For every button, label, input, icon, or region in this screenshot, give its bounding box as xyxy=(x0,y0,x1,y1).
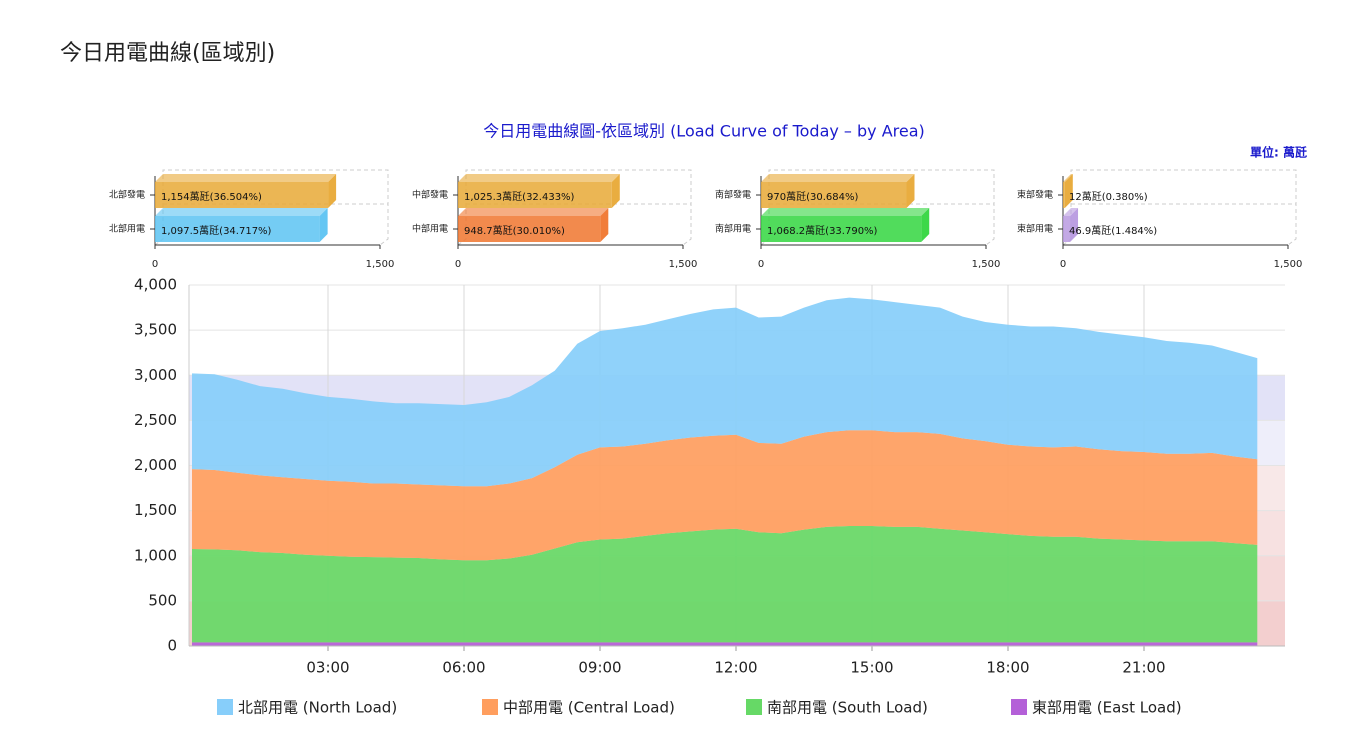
x-tick-label: 06:00 xyxy=(442,659,485,677)
y-tick-label: 南部發電 xyxy=(715,189,751,201)
y-tick-label: 南部用電 xyxy=(715,223,751,235)
bar-top xyxy=(458,174,620,182)
page-title: 今日用電曲線(區域別) xyxy=(60,41,275,66)
y-tick-label: 中部發電 xyxy=(412,189,448,201)
bar-value-label: 1,097.5萬瓩(34.717%) xyxy=(161,224,272,237)
area xyxy=(192,297,1258,487)
x-tick-label: 1,500 xyxy=(669,259,698,270)
bar-top xyxy=(155,174,337,182)
y-tick-label: 北部發電 xyxy=(109,189,145,201)
bar xyxy=(761,182,907,208)
bar-top xyxy=(458,208,609,216)
y-tick-label: 3,500 xyxy=(134,321,177,339)
y-tick-label: 2,000 xyxy=(134,456,177,474)
x-tick-label: 09:00 xyxy=(578,659,621,677)
y-tick-label: 北部用電 xyxy=(109,223,145,235)
bar-top xyxy=(155,208,328,216)
y-tick-label: 中部用電 xyxy=(412,223,448,235)
unit-label: 單位: 萬瓩 xyxy=(1250,145,1307,160)
x-tick-label: 21:00 xyxy=(1122,659,1165,677)
legend-label: 北部用電 (North Load) xyxy=(238,699,397,717)
bar-value-label: 46.9萬瓩(1.484%) xyxy=(1069,224,1157,237)
bar-top xyxy=(761,208,930,216)
x-tick-label: 1,500 xyxy=(366,259,395,270)
x-tick-label: 12:00 xyxy=(714,659,757,677)
x-tick-label: 0 xyxy=(758,259,764,270)
bar-side xyxy=(600,208,609,242)
legend-label: 東部用電 (East Load) xyxy=(1032,699,1182,717)
chart-title: 今日用電曲線圖-依區域別 (Load Curve of Today – by A… xyxy=(483,122,925,141)
y-tick-label: 2,500 xyxy=(134,411,177,429)
x-tick-label: 0 xyxy=(455,259,461,270)
x-tick-label: 0 xyxy=(1060,259,1066,270)
bar-side xyxy=(921,208,930,242)
x-tick-label: 1,500 xyxy=(972,259,1001,270)
legend-label: 中部用電 (Central Load) xyxy=(503,699,675,717)
y-tick-label: 1,000 xyxy=(134,546,177,564)
x-tick-label: 15:00 xyxy=(850,659,893,677)
x-tick-label: 0 xyxy=(152,259,158,270)
bar-value-label: 1,068.2萬瓩(33.790%) xyxy=(767,224,878,237)
legend-swatch xyxy=(217,699,233,715)
bar xyxy=(155,216,320,242)
y-tick-label: 1,500 xyxy=(134,501,177,519)
bar-top xyxy=(761,174,915,182)
bar-top xyxy=(1063,174,1073,182)
bar-value-label: 1,025.3萬瓩(32.433%) xyxy=(464,190,575,203)
bar xyxy=(1063,216,1071,242)
bar-side xyxy=(319,208,328,242)
bar-side xyxy=(328,174,337,208)
bar-value-label: 970萬瓩(30.684%) xyxy=(767,190,858,203)
area xyxy=(192,526,1258,643)
y-tick-label: 東部發電 xyxy=(1017,189,1053,201)
legend-swatch xyxy=(1011,699,1027,715)
bar xyxy=(155,182,329,208)
x-tick-label: 1,500 xyxy=(1274,259,1303,270)
y-tick-label: 3,000 xyxy=(134,366,177,384)
bar xyxy=(1063,182,1065,208)
legend-swatch xyxy=(482,699,498,715)
bar xyxy=(458,182,612,208)
bar xyxy=(761,216,922,242)
y-tick-label: 0 xyxy=(167,637,177,655)
legend-label: 南部用電 (South Load) xyxy=(767,699,928,717)
bar-side xyxy=(906,174,915,208)
bar-side xyxy=(1070,208,1079,242)
bar-value-label: 1,154萬瓩(36.504%) xyxy=(161,190,262,203)
area xyxy=(192,430,1258,561)
bar-value-label: 12萬瓩(0.380%) xyxy=(1069,190,1148,203)
area xyxy=(192,642,1258,646)
bar xyxy=(458,216,601,242)
bar-top xyxy=(1063,208,1079,216)
bar-value-label: 948.7萬瓩(30.010%) xyxy=(464,224,565,237)
y-tick-label: 東部用電 xyxy=(1017,223,1053,235)
x-tick-label: 18:00 xyxy=(986,659,1029,677)
x-tick-label: 03:00 xyxy=(306,659,349,677)
bar-side xyxy=(1064,174,1073,208)
y-tick-label: 500 xyxy=(148,591,177,609)
legend-swatch xyxy=(746,699,762,715)
y-tick-label: 4,000 xyxy=(134,276,177,294)
bar-side xyxy=(611,174,620,208)
